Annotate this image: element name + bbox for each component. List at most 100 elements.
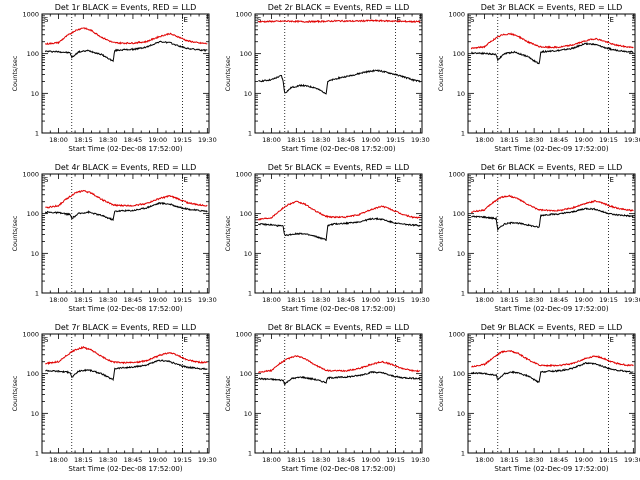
x-tick-label: 19:30 (198, 136, 217, 144)
panel-title: Det 8r BLACK = Events, RED = LLD (268, 323, 410, 332)
start-marker: S (470, 336, 475, 344)
x-axis-title: Start Time (02-Dec-08 17:52:00) (281, 145, 395, 153)
x-tick-label: 19:30 (198, 296, 217, 304)
y-tick-label: 1000 (235, 11, 252, 19)
y-tick-label: 100 (240, 370, 252, 378)
y-tick-label: 100 (453, 370, 465, 378)
x-tick-label: 19:15 (386, 456, 405, 464)
x-axis-title: Start Time (02-Dec-08 17:52:00) (281, 305, 395, 313)
detector-panel-1: Det 1r BLACK = Events, RED = LLD 1 10 100 10… (11, 3, 217, 153)
y-tick-label: 1000 (22, 11, 39, 19)
x-tick-label: 18:15 (74, 456, 93, 464)
x-tick-label: 19:00 (361, 136, 380, 144)
plot-frame (467, 13, 636, 134)
detector-panel-4: Det 4r BLACK = Events, RED = LLD 1 10 100 10… (11, 163, 217, 313)
y-tick-label: 10 (31, 90, 39, 98)
detector-panel-2: Det 2r BLACK = Events, RED = LLD 1 10 100 10… (224, 3, 430, 153)
panel-title: Det 6r BLACK = Events, RED = LLD (481, 163, 623, 172)
x-tick-label: 18:00 (262, 296, 281, 304)
y-axis-title: Counts/sec (11, 55, 19, 91)
y-axis-title: Counts/sec (11, 375, 19, 411)
x-tick-label: 18:00 (262, 136, 281, 144)
x-tick-label: 18:00 (49, 296, 68, 304)
x-tick-label: 19:15 (173, 136, 192, 144)
x-tick-label: 19:00 (574, 136, 593, 144)
x-tick-label: 19:30 (624, 136, 640, 144)
x-tick-label: 18:00 (475, 456, 494, 464)
detector-panel-3: Det 3r BLACK = Events, RED = LLD 1 10 100 10… (437, 3, 640, 153)
x-tick-label: 19:15 (599, 296, 618, 304)
x-tick-label: 19:15 (599, 456, 618, 464)
end-marker: E (610, 176, 614, 184)
y-tick-label: 10 (31, 250, 39, 258)
x-tick-label: 19:00 (148, 136, 167, 144)
plot-frame (467, 173, 636, 294)
x-tick-label: 18:00 (49, 456, 68, 464)
detector-panel-5: Det 5r BLACK = Events, RED = LLD 1 10 100 10… (224, 163, 430, 313)
y-axis-title: Counts/sec (11, 215, 19, 251)
y-tick-label: 100 (453, 50, 465, 58)
start-marker: S (257, 176, 262, 184)
y-tick-label: 100 (453, 210, 465, 218)
x-tick-label: 18:30 (312, 296, 331, 304)
panel-title: Det 5r BLACK = Events, RED = LLD (268, 163, 410, 172)
y-tick-label: 10 (244, 410, 252, 418)
x-tick-label: 19:15 (386, 136, 405, 144)
x-axis-title: Start Time (02-Dec-08 17:52:00) (68, 145, 182, 153)
x-tick-label: 18:30 (99, 136, 118, 144)
x-tick-label: 19:00 (574, 456, 593, 464)
lld-series-line (45, 345, 208, 366)
lld-series-line (44, 27, 208, 45)
panel-title: Det 1r BLACK = Events, RED = LLD (55, 3, 197, 12)
y-tick-label: 1000 (235, 331, 252, 339)
x-axis-title: Start Time (02-Dec-09 17:52:00) (494, 145, 608, 153)
y-axis-title: Counts/sec (224, 215, 232, 251)
x-tick-label: 18:45 (550, 456, 569, 464)
y-tick-label: 1 (35, 130, 39, 138)
start-marker: S (257, 336, 262, 344)
y-tick-label: 10 (457, 250, 465, 258)
x-tick-label: 18:45 (550, 296, 569, 304)
start-marker: S (470, 176, 475, 184)
end-marker: E (184, 176, 188, 184)
x-tick-label: 18:30 (312, 456, 331, 464)
y-tick-label: 1 (248, 130, 252, 138)
end-marker: E (184, 16, 188, 24)
x-axis-title: Start Time (02-Dec-09 17:52:00) (494, 305, 608, 313)
x-axis-title: Start Time (02-Dec-08 17:52:00) (68, 305, 182, 313)
y-tick-label: 1 (248, 290, 252, 298)
events-series-line (470, 361, 634, 384)
x-tick-label: 18:15 (500, 136, 519, 144)
y-tick-label: 1000 (22, 171, 39, 179)
x-tick-label: 18:30 (525, 456, 544, 464)
y-tick-label: 10 (31, 410, 39, 418)
x-tick-label: 19:00 (574, 296, 593, 304)
x-tick-label: 19:30 (624, 456, 640, 464)
lld-series-line (45, 189, 208, 209)
start-marker: S (44, 16, 49, 24)
x-tick-label: 19:30 (411, 136, 430, 144)
x-tick-label: 19:30 (411, 456, 430, 464)
lld-series-line (257, 19, 421, 24)
y-tick-label: 1 (461, 290, 465, 298)
y-tick-label: 100 (240, 210, 252, 218)
events-series-line (258, 69, 421, 95)
panel-title: Det 4r BLACK = Events, RED = LLD (55, 163, 197, 172)
x-tick-label: 18:45 (337, 136, 356, 144)
x-tick-label: 18:45 (337, 456, 356, 464)
events-series-line (44, 40, 208, 63)
x-tick-label: 18:15 (287, 296, 306, 304)
plot-frame (254, 13, 423, 134)
x-tick-label: 18:15 (74, 136, 93, 144)
y-axis-title: Counts/sec (437, 215, 445, 251)
plot-frame (41, 13, 210, 134)
x-tick-label: 18:30 (99, 296, 118, 304)
x-tick-label: 19:15 (386, 296, 405, 304)
detector-panel-9: Det 9r BLACK = Events, RED = LLD 1 10 100 10… (437, 323, 640, 473)
y-tick-label: 10 (457, 90, 465, 98)
plot-frame (41, 173, 210, 294)
x-tick-label: 18:30 (525, 296, 544, 304)
end-marker: E (397, 336, 401, 344)
y-tick-label: 1 (461, 450, 465, 458)
end-marker: E (184, 336, 188, 344)
